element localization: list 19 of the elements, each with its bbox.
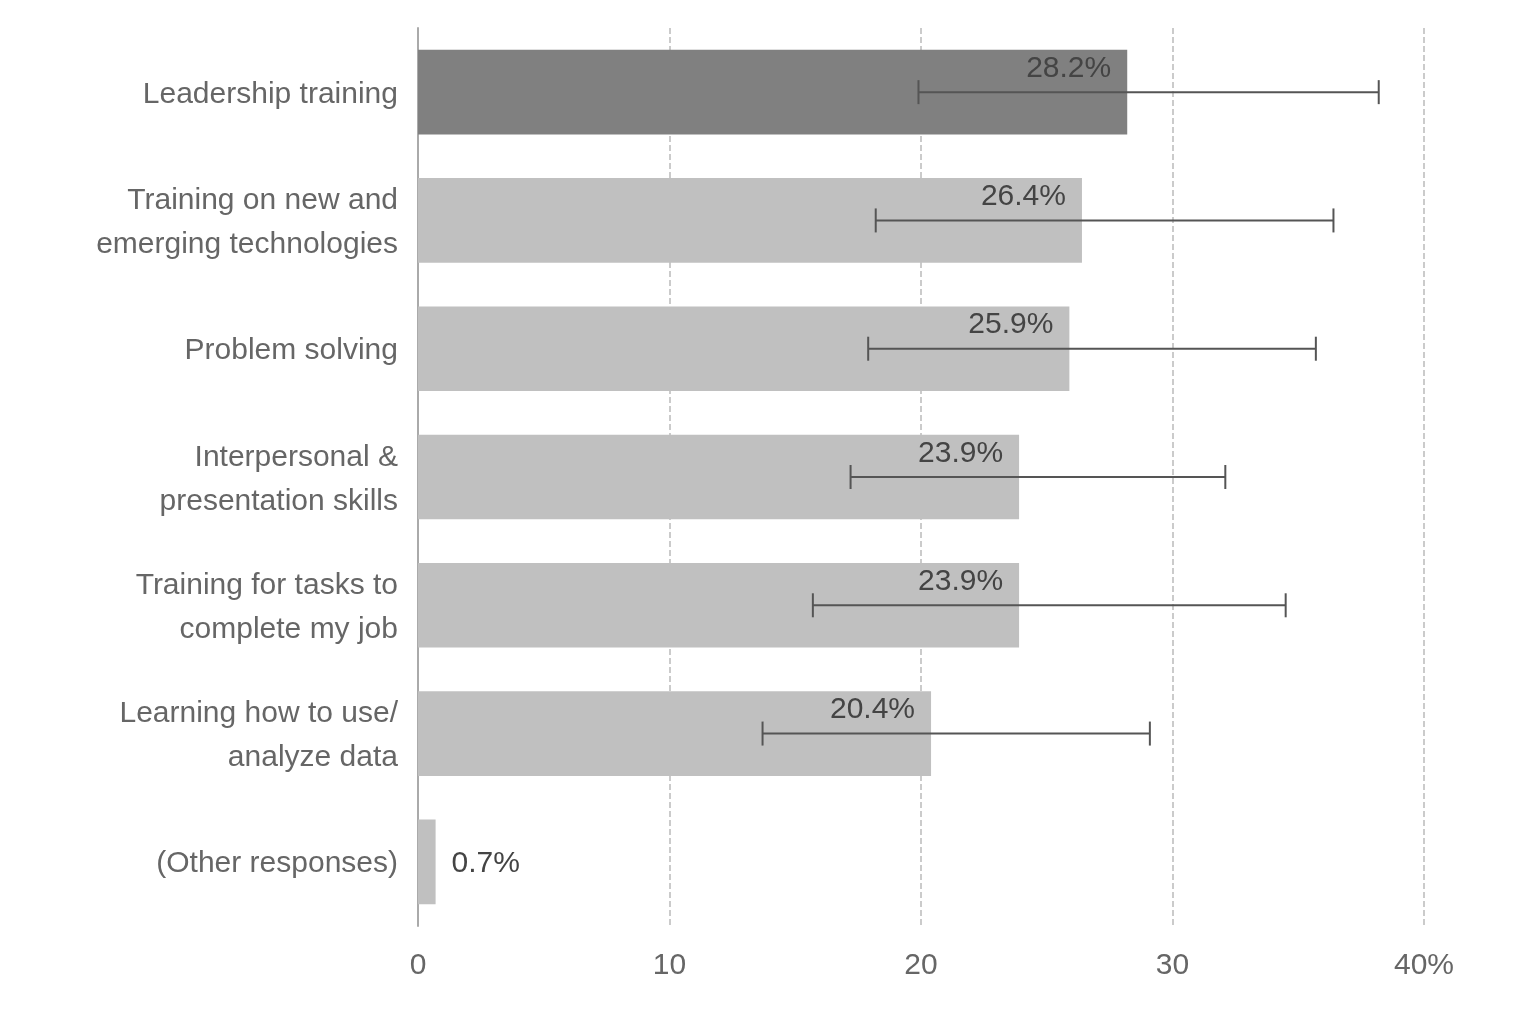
data-label: 0.7% <box>451 845 520 879</box>
data-label: 23.9% <box>918 434 1004 468</box>
data-label: 28.2% <box>1026 49 1112 83</box>
y-tick-label: Interpersonal & presentation skills <box>159 438 398 516</box>
x-tick-label: 20 <box>904 946 938 980</box>
x-tick-label: 0 <box>409 946 427 980</box>
x-tick-label: 40% <box>1393 946 1455 980</box>
y-tick-label: Leadership training <box>142 75 398 109</box>
y-tick-label: Training on new and emerging technologies <box>96 181 398 259</box>
data-label: 26.4% <box>980 177 1066 211</box>
y-tick-label: Training for tasks to complete my job <box>135 566 398 644</box>
x-tick-label: 30 <box>1155 946 1190 980</box>
y-tick-label: (Other responses) <box>156 845 398 879</box>
y-tick-label: Learning how to use/ analyze data <box>119 695 399 773</box>
data-label: 25.9% <box>968 306 1054 340</box>
data-label: 20.4% <box>829 691 916 725</box>
x-tick-label: 10 <box>652 946 687 980</box>
data-label: 23.9% <box>918 562 1004 596</box>
y-tick-label: Problem solving <box>184 332 398 366</box>
